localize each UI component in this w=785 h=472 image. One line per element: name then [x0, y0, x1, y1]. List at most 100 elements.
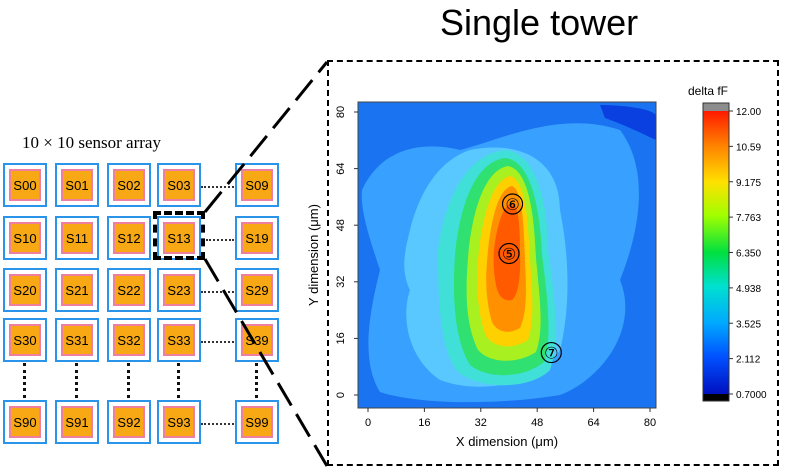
sensor-cell: S11	[55, 216, 99, 260]
x-tick-label: 32	[475, 417, 487, 429]
colorbar-tick-label: 4.938	[736, 284, 761, 295]
sensor-label: S02	[113, 169, 145, 201]
sensor-cell: S99	[235, 400, 279, 444]
sensor-cell: S10	[3, 216, 47, 260]
sensor-cell: S21	[55, 268, 99, 312]
sensor-cell: S91	[55, 400, 99, 444]
sensor-cell: S29	[235, 268, 279, 312]
x-tick-label: 48	[531, 417, 543, 429]
sensor-label: S01	[61, 169, 93, 201]
colorbar-tick-label: 6.350	[736, 249, 761, 260]
y-tick-label: 64	[335, 162, 347, 174]
contour-low-corner	[600, 105, 656, 140]
colorbar-tick-label: 12.00	[736, 107, 761, 118]
sensor-label: S09	[241, 169, 273, 201]
x-tick-label: 64	[587, 417, 599, 429]
sensor-cell: S32	[107, 318, 151, 362]
sensor-label: S93	[163, 406, 195, 438]
colorbar-tick-label: 0.7000	[736, 390, 767, 401]
sensor-cell: S09	[235, 163, 279, 207]
page-title: Single tower	[440, 2, 639, 43]
y-axis-ticks: 0 16 32 48 64 80	[335, 106, 358, 398]
sensor-label: S00	[9, 169, 41, 201]
sensor-cell: S22	[107, 268, 151, 312]
sensor-label: S11	[61, 222, 93, 254]
zoom-line-top	[203, 61, 329, 213]
sensor-cell: S00	[3, 163, 47, 207]
y-axis-label: Y dimension (μm)	[306, 204, 321, 306]
column-ellipsis-connector	[177, 363, 180, 398]
annotation-circle	[540, 341, 562, 364]
sensor-label: S91	[61, 406, 93, 438]
x-axis-label: X dimension (μm)	[456, 434, 558, 449]
sensor-cell: S90	[3, 400, 47, 444]
sensor-array-label: 10 × 10 sensor array	[22, 133, 161, 152]
y-tick-label: 0	[335, 392, 347, 398]
column-ellipsis-connector	[255, 363, 258, 398]
sensor-cell: S31	[55, 318, 99, 362]
sensor-label: S10	[9, 222, 41, 254]
sensor-label: S99	[241, 406, 273, 438]
sensor-cell: S12	[107, 216, 151, 260]
selected-sensor-highlight	[153, 211, 205, 260]
sensor-label: S20	[9, 274, 41, 306]
zoom-panel	[327, 60, 779, 466]
sensor-label: S90	[9, 406, 41, 438]
sensor-cell: S03	[157, 163, 201, 207]
row-ellipsis-connector	[201, 186, 234, 188]
colorbar-overflow-cap	[703, 103, 729, 111]
annotation-circle	[501, 193, 524, 215]
y-tick-label: 32	[335, 276, 347, 288]
sensor-cell: S33	[157, 318, 201, 362]
sensor-cell: S92	[107, 400, 151, 444]
row-ellipsis-connector	[201, 341, 234, 343]
y-tick-label: 16	[335, 332, 347, 344]
sensor-label: S03	[163, 169, 195, 201]
x-tick-label: 16	[418, 417, 430, 429]
sensor-cell: S23	[157, 268, 201, 312]
column-ellipsis-connector	[23, 363, 26, 398]
heatmap-contours	[358, 102, 656, 408]
colorbar-tick-label: 10.59	[736, 142, 761, 153]
colorbar-ticks: 12.00 10.59 9.175 7.763 6.350 4.938 3.525 2.112…	[729, 107, 767, 401]
sensor-label: S31	[61, 324, 93, 356]
row-ellipsis-connector	[206, 239, 234, 241]
sensor-label: S33	[163, 324, 195, 356]
colorbar-tick-label: 2.112	[736, 355, 761, 366]
colorbar-tick-label: 3.525	[736, 319, 761, 330]
sensor-cell: S20	[3, 268, 47, 312]
sensor-label: S22	[113, 274, 145, 306]
sensor-label: S19	[241, 222, 273, 254]
row-ellipsis-connector	[201, 423, 234, 425]
sensor-label: S21	[61, 274, 93, 306]
x-axis-ticks: 0 16 32 48 64 80	[365, 408, 656, 429]
colorbar-tick-label: 7.763	[736, 213, 761, 224]
sensor-label: S23	[163, 274, 195, 306]
annotation-circle	[498, 242, 520, 265]
sensor-label: S29	[241, 274, 273, 306]
sensor-label: S30	[9, 324, 41, 356]
sensor-cell: S93	[157, 400, 201, 444]
sensor-cell: S30	[3, 318, 47, 362]
annotation-label: ⑤	[502, 245, 516, 264]
x-tick-label: 80	[644, 417, 656, 429]
sensor-label: S13	[163, 222, 195, 254]
colorbar-label: delta fF	[688, 84, 728, 98]
colorbar-tick-label: 9.175	[736, 178, 761, 189]
zoom-line-bottom	[203, 258, 329, 467]
sensor-label: S92	[113, 406, 145, 438]
sensor-cell: S02	[107, 163, 151, 207]
colorbar-gradient	[703, 111, 729, 394]
point-annotations: ⑥ ⑤ ⑦	[498, 193, 562, 364]
sensor-cell: S13	[157, 216, 201, 260]
sensor-cell: S01	[55, 163, 99, 207]
column-ellipsis-connector	[127, 363, 130, 398]
sensor-cell: S19	[235, 216, 279, 260]
row-ellipsis-connector	[201, 291, 234, 293]
colorbar-underflow-cap	[703, 394, 729, 401]
annotation-label: ⑥	[505, 195, 519, 214]
plot-frame	[357, 101, 657, 409]
sensor-label: S12	[113, 222, 145, 254]
